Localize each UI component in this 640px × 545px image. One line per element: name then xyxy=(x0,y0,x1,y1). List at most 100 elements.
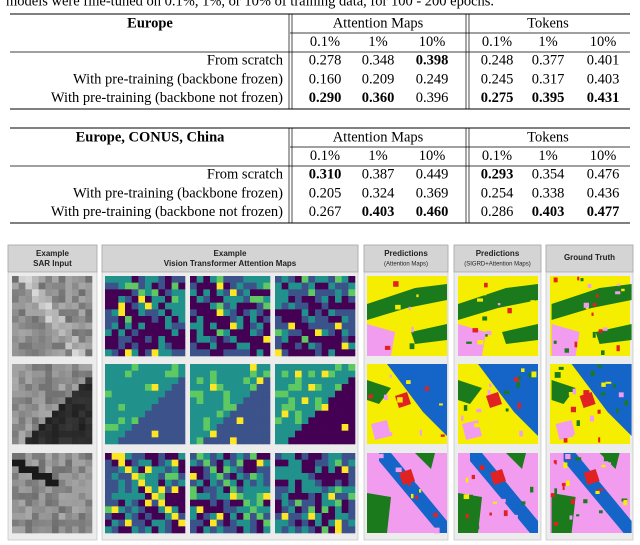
pixel xyxy=(223,513,231,520)
pixel xyxy=(335,453,342,460)
pixel xyxy=(105,296,112,303)
pixel xyxy=(171,519,179,527)
pixel xyxy=(25,499,33,507)
speckle xyxy=(383,394,388,400)
pixel xyxy=(45,289,53,297)
pixel xyxy=(111,437,119,445)
speckle xyxy=(486,330,492,336)
pixel xyxy=(250,493,257,500)
pixel xyxy=(105,316,112,323)
pixel xyxy=(138,466,146,474)
pixel xyxy=(151,430,159,438)
pixel xyxy=(12,424,19,431)
column-header-box xyxy=(363,244,449,273)
pixel xyxy=(301,499,309,507)
pixel xyxy=(308,479,316,487)
pixel xyxy=(263,466,271,474)
pixel xyxy=(295,397,302,405)
pixel xyxy=(65,459,73,467)
pixel xyxy=(158,329,166,337)
pixel xyxy=(85,289,93,297)
pixel xyxy=(52,397,59,405)
pixel xyxy=(165,282,172,290)
pixel xyxy=(105,513,112,520)
pixel xyxy=(275,493,282,500)
pixel xyxy=(216,289,224,297)
speckle xyxy=(554,488,558,494)
pixel xyxy=(263,316,271,323)
pixel xyxy=(301,370,309,378)
pixel xyxy=(65,322,73,330)
pixel xyxy=(196,302,204,310)
pixel xyxy=(85,302,93,310)
pixel xyxy=(131,364,139,371)
pixel xyxy=(301,513,309,520)
pixel xyxy=(216,459,224,467)
pixel xyxy=(125,329,132,337)
pixel xyxy=(171,397,179,405)
pixel xyxy=(125,309,132,317)
pixel xyxy=(12,364,19,371)
table-cell: 0.360 xyxy=(362,90,395,106)
pixel xyxy=(203,499,211,507)
pixel xyxy=(256,329,264,337)
table-cell: 0.395 xyxy=(532,90,565,106)
pixel xyxy=(301,526,309,534)
pixel xyxy=(165,276,172,283)
column-title: Predictions xyxy=(384,249,428,258)
pixel xyxy=(65,309,73,317)
pixel xyxy=(301,322,309,330)
pixel xyxy=(111,397,119,405)
pixel xyxy=(348,479,356,487)
pixel xyxy=(178,384,186,391)
pixel xyxy=(328,329,336,337)
pixel xyxy=(32,377,39,385)
pixel xyxy=(308,473,316,480)
pixel xyxy=(295,499,302,507)
pixel xyxy=(105,322,112,330)
pixel xyxy=(321,506,329,514)
region xyxy=(458,284,538,320)
pixel xyxy=(230,329,237,337)
pixel xyxy=(18,384,26,391)
speckle xyxy=(603,456,609,462)
pixel xyxy=(65,466,73,474)
pixel xyxy=(236,430,244,438)
pixel xyxy=(85,397,93,405)
pixel xyxy=(230,479,237,487)
pixel xyxy=(315,473,322,480)
pixel xyxy=(250,384,257,391)
pixel xyxy=(223,282,231,290)
pixel xyxy=(65,417,73,425)
pixel xyxy=(118,486,126,494)
pixel xyxy=(45,329,53,337)
pixel xyxy=(281,296,289,303)
pixel xyxy=(72,493,79,500)
pixel xyxy=(165,519,172,527)
speckle xyxy=(486,508,491,514)
pixel xyxy=(308,513,316,520)
pixel xyxy=(236,473,244,480)
pixel xyxy=(348,336,356,343)
pixel xyxy=(18,506,26,514)
pixel xyxy=(190,384,197,391)
pixel xyxy=(118,479,126,487)
pixel xyxy=(131,384,139,391)
pixel xyxy=(38,384,46,391)
pixel xyxy=(263,506,271,514)
pixel xyxy=(216,364,224,371)
pixel xyxy=(341,519,349,527)
pixel xyxy=(216,302,224,310)
pixel xyxy=(308,499,316,507)
pixel xyxy=(243,276,251,283)
pixel xyxy=(85,417,93,425)
pixel xyxy=(12,370,19,378)
pixel xyxy=(236,296,244,303)
pixel xyxy=(65,519,73,527)
pixel xyxy=(72,342,79,350)
pixel xyxy=(65,506,73,514)
pixel xyxy=(210,473,217,480)
pixel xyxy=(25,364,33,371)
region xyxy=(502,324,538,344)
pixel xyxy=(138,519,146,527)
